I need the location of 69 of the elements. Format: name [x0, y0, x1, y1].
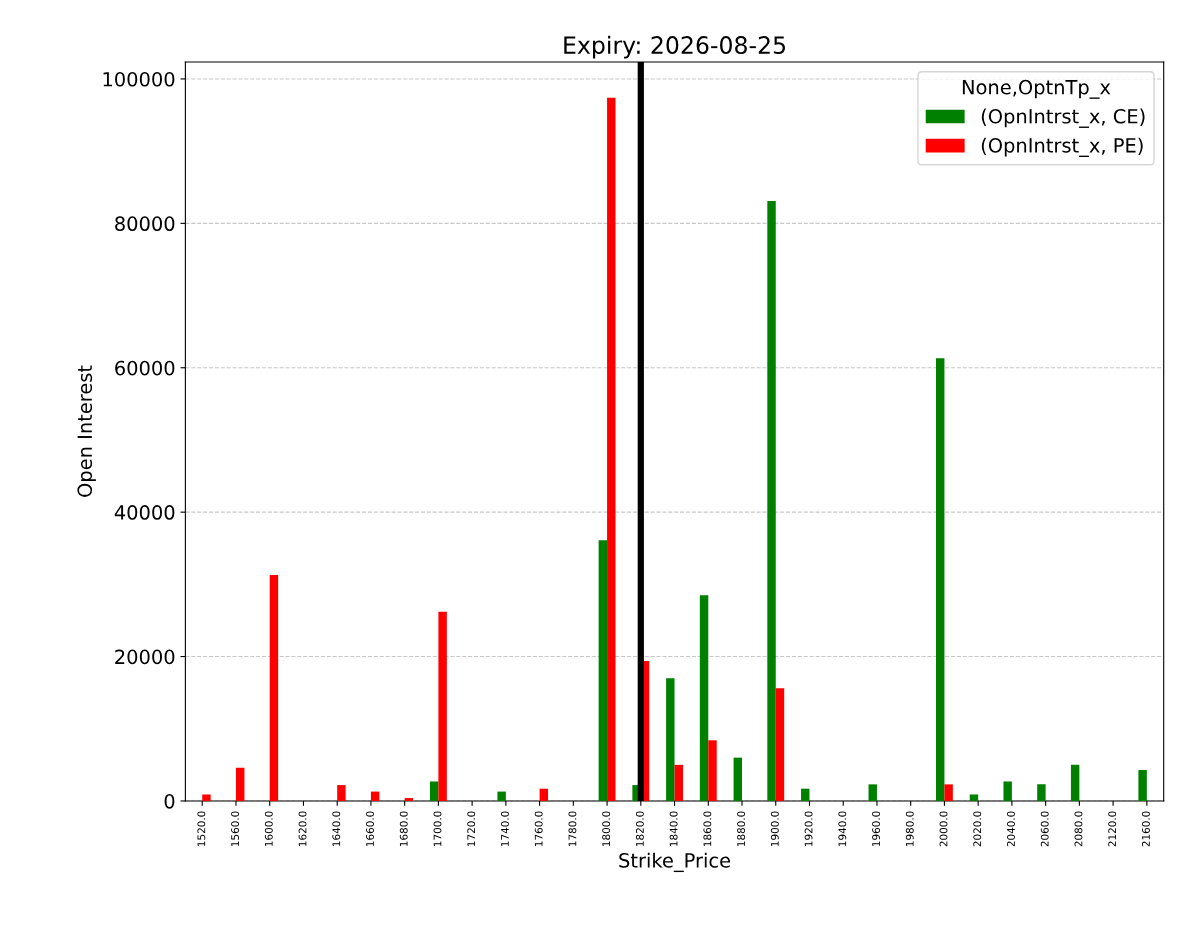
x-tick-label: 1940.0 — [838, 811, 847, 846]
x-tick-label: 1840.0 — [669, 811, 678, 846]
legend-label: (OpnIntrst_x, CE) — [981, 108, 1145, 128]
bar — [269, 574, 279, 801]
x-tick-label: 1520.0 — [197, 811, 206, 846]
legend-label: (OpnIntrst_x, PE) — [981, 137, 1143, 157]
x-tick-label: 2120.0 — [1108, 811, 1117, 847]
x-tick-label: 1560.0 — [231, 811, 240, 846]
y-axis-title: Open Interest — [77, 365, 96, 497]
chart-title: Expiry: 2026-08-25 — [564, 35, 786, 59]
bar — [337, 785, 346, 801]
bar — [674, 764, 683, 801]
x-tick-label: 2020.0 — [973, 811, 982, 847]
bar — [539, 788, 549, 801]
bar — [969, 794, 979, 801]
bar — [699, 595, 709, 801]
bar — [775, 688, 785, 801]
x-tick-label: 1700.0 — [433, 811, 442, 846]
bar — [370, 791, 380, 801]
bar — [767, 200, 776, 801]
bar — [708, 740, 717, 801]
bar — [429, 781, 439, 801]
x-tick-label: 1620.0 — [298, 811, 307, 846]
x-tick-label: 2080.0 — [1074, 811, 1083, 847]
x-tick-label: 1980.0 — [905, 811, 914, 846]
x-tick-label: 1880.0 — [737, 811, 746, 846]
x-tick-label: 1740.0 — [501, 811, 509, 846]
x-tick-label: 1640.0 — [332, 811, 341, 846]
bar — [1070, 764, 1080, 801]
bar — [944, 784, 953, 801]
x-tick-label: 2060.0 — [1040, 811, 1049, 847]
x-tick-label: 2160.0 — [1141, 811, 1150, 847]
x-tick-label: 2000.0 — [939, 811, 948, 847]
x-tick-label: 1660.0 — [366, 811, 374, 846]
bar — [935, 358, 945, 801]
bar — [1003, 781, 1012, 801]
x-tick-label: 1960.0 — [872, 811, 880, 846]
bar — [607, 97, 616, 801]
x-tick-label: 1780.0 — [568, 811, 577, 846]
bar — [1037, 784, 1046, 801]
bar — [497, 791, 506, 801]
x-tick-label: 1760.0 — [534, 811, 543, 846]
bar — [404, 798, 414, 801]
bar — [438, 611, 447, 801]
y-tick-label: 40000 — [114, 505, 175, 520]
y-tick-label: 80000 — [115, 216, 175, 232]
x-tick-label: 1680.0 — [399, 811, 408, 846]
x-axis-title: Strike_Price — [619, 852, 731, 873]
y-tick-label: 20000 — [115, 649, 175, 665]
legend-title: None,OptnTp_x — [962, 79, 1111, 99]
x-tick-label: 1900.0 — [770, 811, 779, 846]
x-tick-label: 1720.0 — [467, 811, 476, 846]
x-tick-label: 1820.0 — [635, 811, 644, 846]
bar — [1138, 769, 1147, 801]
bar — [733, 757, 743, 801]
x-tick-label: 1860.0 — [703, 811, 712, 846]
y-tick-label: 100000 — [103, 71, 175, 87]
x-tick-label: 1600.0 — [264, 811, 273, 846]
bar — [666, 678, 675, 801]
x-tick-label: 2040.0 — [1007, 811, 1015, 847]
y-tick-label: 0 — [164, 793, 175, 809]
x-tick-label: 1800.0 — [602, 811, 611, 846]
bar — [202, 794, 211, 801]
y-tick-label: 60000 — [115, 360, 175, 376]
bar — [598, 540, 608, 801]
bar — [868, 784, 877, 801]
x-tick-label: 1920.0 — [804, 811, 813, 846]
bar — [235, 767, 245, 801]
bar — [801, 788, 810, 801]
